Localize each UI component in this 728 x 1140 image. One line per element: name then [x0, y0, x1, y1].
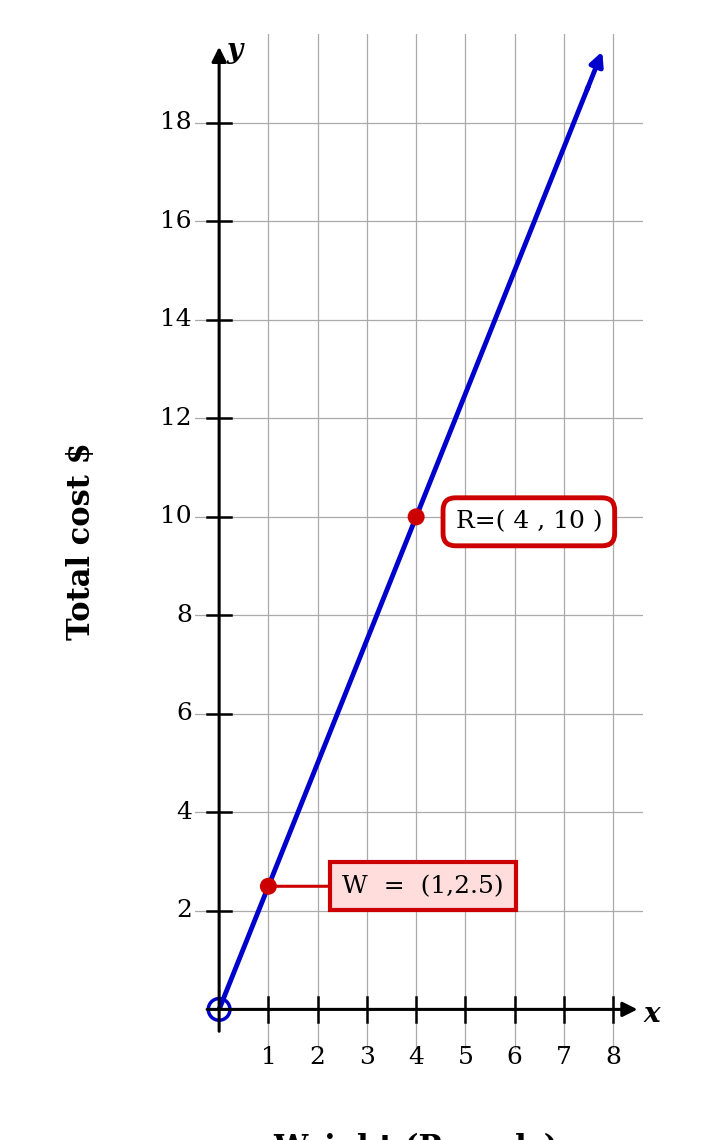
Text: Total cost $: Total cost $ [66, 442, 97, 641]
Text: 8: 8 [605, 1047, 621, 1069]
Text: x: x [644, 1001, 660, 1028]
Text: 5: 5 [457, 1047, 473, 1069]
Text: 4: 4 [176, 801, 192, 824]
Text: R=( 4 , 10 ): R=( 4 , 10 ) [456, 511, 602, 534]
Text: 10: 10 [160, 505, 192, 528]
Text: 8: 8 [176, 604, 192, 627]
Text: 6: 6 [176, 702, 192, 725]
Text: 4: 4 [408, 1047, 424, 1069]
Text: 3: 3 [359, 1047, 375, 1069]
Text: 2: 2 [309, 1047, 325, 1069]
Text: 14: 14 [160, 308, 192, 332]
Text: 2: 2 [176, 899, 192, 922]
Text: 16: 16 [160, 210, 192, 233]
Point [263, 877, 274, 895]
Text: 7: 7 [556, 1047, 571, 1069]
Text: 1: 1 [261, 1047, 276, 1069]
Text: Weight (Pounds): Weight (Pounds) [274, 1132, 558, 1140]
Point [411, 507, 422, 526]
Text: 6: 6 [507, 1047, 523, 1069]
Text: W  =  (1,2.5): W = (1,2.5) [275, 874, 504, 898]
Text: y: y [226, 36, 242, 64]
Text: 12: 12 [160, 407, 192, 430]
Text: 18: 18 [160, 112, 192, 135]
